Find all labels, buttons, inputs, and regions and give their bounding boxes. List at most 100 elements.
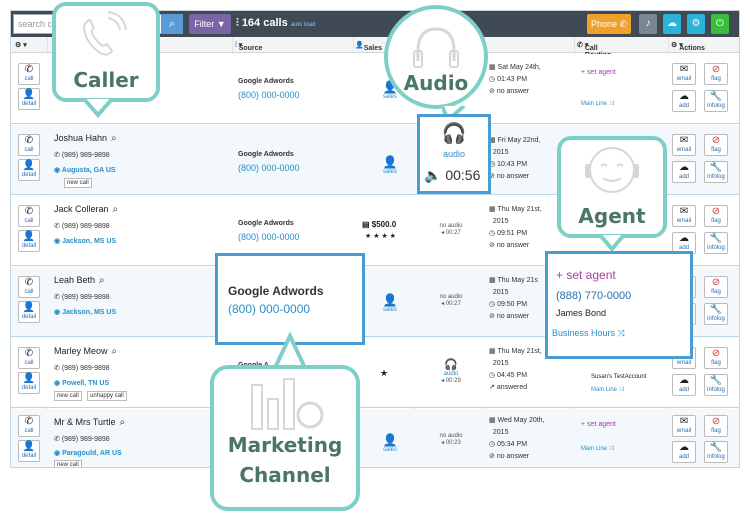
source-number[interactable]: (800) 000-0000 [238, 90, 300, 100]
source-name: Google Adwords [238, 220, 294, 227]
add-button[interactable]: ☁add [672, 441, 696, 463]
audio-link[interactable]: audio [442, 149, 466, 159]
sales-rating[interactable]: ★ ★ ★ ★ [365, 233, 396, 240]
caller-location[interactable]: ◉ Augusta, GA US [54, 167, 116, 174]
settings-column-menu[interactable]: ⚙ ▾ [15, 42, 27, 49]
flag-button[interactable]: ⊘ flag [704, 347, 728, 369]
bell-button[interactable]: ♪ [639, 14, 657, 34]
caller-phone: ✆ (989) 989-9898 [54, 294, 110, 301]
add-button[interactable]: ☁add [672, 161, 696, 183]
infolog-button[interactable]: 🔧 infolog [704, 441, 728, 463]
call-routing-column-header[interactable]: ✆ Call Routing ▾ [577, 42, 611, 59]
audio-player[interactable]: 🎧 audio ◂ 00:29 [431, 358, 471, 384]
agent-phone: (888) 770-0000 [556, 290, 632, 302]
bell-icon: ♪ [645, 18, 651, 29]
flag-button[interactable]: ⊘ flag [704, 415, 728, 437]
upload-button[interactable]: ☁ [663, 14, 681, 34]
source-number[interactable]: (800) 000-0000 [238, 232, 300, 242]
headphones-icon [413, 27, 459, 68]
power-button[interactable]: ⏻ [711, 14, 729, 34]
add-button[interactable]: ☁add [672, 90, 696, 112]
detail-button[interactable]: 👤 detail [18, 301, 40, 323]
search-icon[interactable]: ⌕ [112, 204, 119, 215]
email-button[interactable]: ✉email [672, 205, 696, 227]
sales-button[interactable]: 👤 sales [380, 293, 400, 313]
actions-column-header[interactable]: ⚙ Actions ▾ [671, 42, 705, 52]
caller-location[interactable]: ◉ Powell, TN US [54, 380, 110, 387]
set-agent-link[interactable]: + set agent [581, 421, 616, 428]
search-button[interactable]: ⌕ [161, 14, 183, 34]
search-icon[interactable]: ⌕ [119, 417, 126, 428]
auto-load-link[interactable]: auto load [290, 22, 316, 28]
main-line-link[interactable]: Main Line ⤨ [581, 101, 614, 107]
infolog-button[interactable]: 🔧 infolog [704, 90, 728, 112]
flag-button[interactable]: ⊘ flag [704, 63, 728, 85]
table-row: ✆ call 👤 detail Mr & Mrs Turtle ⌕ ✆ (989) 9… [11, 409, 739, 467]
search-icon[interactable]: ⌕ [99, 275, 105, 286]
caller-location[interactable]: ◉ Jackson, MS US [54, 309, 117, 316]
email-button[interactable]: ✉email [672, 134, 696, 156]
email-button[interactable]: ✉email [672, 63, 696, 85]
search-icon[interactable]: ⌕ [111, 133, 117, 144]
detail-button[interactable]: 👤 detail [18, 88, 40, 110]
sales-rating[interactable]: ★ [380, 368, 389, 378]
source-column-header[interactable]: ⫶ Source ▾ [235, 42, 263, 52]
call-date: ▦ Wed May 20th, 2015 ◷ 05:34 PM ⊘ no answe… [489, 417, 545, 460]
search-icon[interactable]: ⌕ [111, 346, 118, 357]
detail-button[interactable]: 👤 detail [18, 440, 40, 462]
filter-icon: ▼ [216, 19, 226, 29]
flag-button[interactable]: ⊘ flag [704, 205, 728, 227]
call-button[interactable]: ✆ call [18, 415, 40, 437]
ban-icon: ⊘ [711, 416, 721, 427]
caller-name[interactable]: Mr & Mrs Turtle ⌕ [54, 417, 126, 428]
caller-location[interactable]: ◉ Paragould, AR US [54, 450, 122, 457]
phone-button[interactable]: Phone ✆ [587, 14, 631, 34]
infolog-button[interactable]: 🔧 infolog [704, 161, 728, 183]
new-call-tag[interactable]: new call [54, 391, 82, 401]
wrench-icon: 🔧 [709, 304, 723, 315]
detail-button[interactable]: 👤 detail [18, 230, 40, 252]
phone-icon: ✆ [24, 348, 34, 359]
detail-button[interactable]: 👤 detail [18, 372, 40, 394]
new-call-tag[interactable]: new call [64, 178, 92, 188]
source-number[interactable]: (800) 000-0000 [238, 163, 300, 173]
person-icon: 👤 [22, 89, 36, 100]
caller-name[interactable]: Joshua Hahn ⌕ [54, 133, 117, 144]
add-button[interactable]: ☁add [672, 374, 696, 396]
person-icon: 👤 [22, 373, 36, 384]
settings-button[interactable]: ⚙ [687, 14, 705, 34]
sales-button[interactable]: 👤 sales [380, 433, 400, 453]
set-agent-link[interactable]: + set agent [581, 69, 616, 76]
sales-button[interactable]: 👤 sales [380, 155, 400, 175]
infolog-button[interactable]: 🔧 infolog [704, 232, 728, 254]
filter-button[interactable]: Filter ▼ [189, 14, 231, 34]
set-agent-link[interactable]: + set agent [556, 268, 616, 282]
call-button[interactable]: ✆ call [18, 134, 40, 156]
call-button[interactable]: ✆ call [18, 276, 40, 298]
flag-button[interactable]: ⊘ flag [704, 134, 728, 156]
audio-highlight[interactable]: 🎧 audio 🔈 00:56 [417, 114, 491, 194]
email-button[interactable]: ✉email [672, 415, 696, 437]
main-line-link[interactable]: Main Line ⤨ [581, 446, 614, 452]
flag-button[interactable]: ⊘ flag [704, 276, 728, 298]
caller-phone: ✆ (989) 989-9898 [54, 152, 110, 159]
audio-status: no audio ◂ 00:27 [439, 294, 463, 307]
sales-column-header[interactable]: 👤 Sales [355, 42, 383, 52]
caller-name[interactable]: Marley Meow ⌕ [54, 346, 118, 357]
call-button[interactable]: ✆ call [18, 63, 40, 85]
caller-location[interactable]: ◉ Jackson, MS US [54, 238, 117, 245]
infolog-button[interactable]: 🔧 infolog [704, 374, 728, 396]
cloud-icon: ☁ [679, 162, 689, 173]
source-number[interactable]: (800) 000-0000 [228, 302, 311, 316]
detail-button[interactable]: 👤 detail [18, 159, 40, 181]
business-hours-link[interactable]: Business Hours ⤨ [552, 328, 625, 338]
call-button[interactable]: ✆ call [18, 347, 40, 369]
cloud-icon: ☁ [679, 91, 689, 102]
infolog-button[interactable]: 🔧 infolog [704, 303, 728, 325]
caller-name[interactable]: Jack Colleran ⌕ [54, 204, 119, 215]
new-call-tag[interactable]: new call [54, 460, 82, 467]
caller-name[interactable]: Leah Beth ⌕ [54, 275, 105, 286]
unhappy-call-tag[interactable]: unhappy call [87, 391, 127, 401]
call-button[interactable]: ✆ call [18, 205, 40, 227]
main-line-link[interactable]: Main Line ⤨ [591, 387, 624, 393]
